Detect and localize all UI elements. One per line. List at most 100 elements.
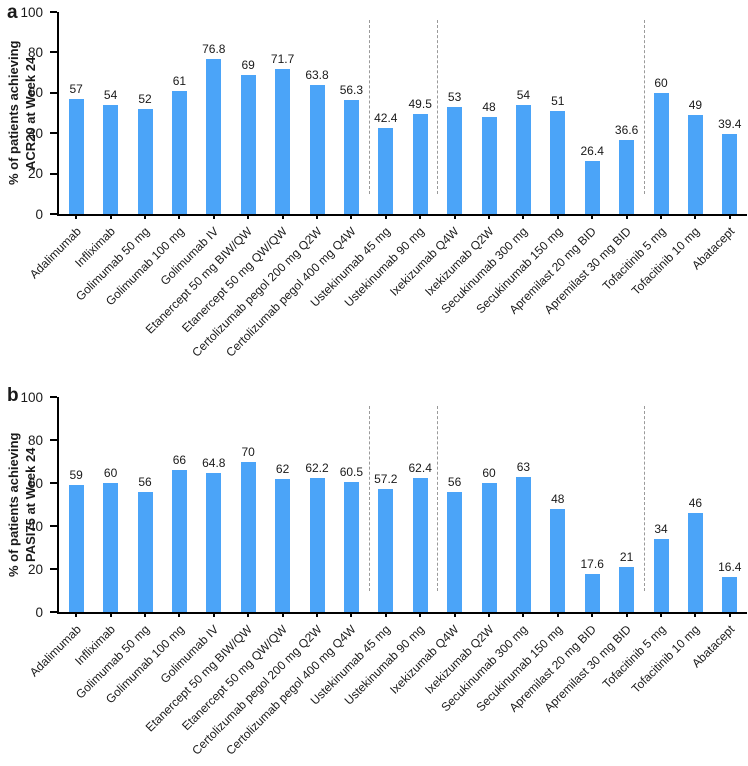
bar-value-label: 51	[551, 93, 565, 108]
bar-value-label: 54	[103, 87, 118, 102]
y-tick-label: 0	[35, 604, 43, 620]
x-tick	[556, 612, 559, 617]
x-tick	[384, 612, 387, 617]
x-tick	[384, 214, 387, 219]
bar-value-label: 17.6	[580, 557, 604, 572]
bar	[206, 472, 222, 612]
x-tick	[144, 214, 146, 219]
bar-value-label: 62.4	[408, 460, 432, 475]
bar	[722, 134, 738, 214]
y-axis-b: 0 20 40 60 80 100	[0, 390, 57, 618]
x-tick	[522, 214, 525, 219]
bar	[240, 461, 256, 612]
y-tick	[50, 51, 57, 54]
bar	[653, 538, 669, 612]
bar-value-label: 16.4	[718, 559, 742, 574]
bar	[412, 114, 428, 214]
y-tick	[50, 396, 57, 398]
y-tick-label: 20	[27, 561, 43, 577]
panel-a: a % of patients achieving ACR20 at Week …	[0, 2, 747, 376]
bar	[275, 69, 291, 214]
x-axis-label: Adalimumab	[26, 224, 84, 282]
y-tick	[50, 482, 57, 484]
x-axis-labels-a: Adalimumab Infliximab Golimumab 50 mg Golim…	[26, 216, 745, 376]
bar	[584, 160, 600, 214]
bar-value-label: 61	[172, 73, 187, 88]
bar-value-label: 56	[447, 474, 462, 489]
y-tick-label: 80	[27, 44, 43, 60]
plot-area-a: 57 54 52 61 76.8 69 71.7 63.8 56.3 42.4 49.5 53 48 54…	[57, 12, 747, 219]
bar-value-label: 56.3	[339, 83, 364, 98]
x-tick	[75, 612, 78, 617]
bar	[412, 477, 428, 612]
y-tick-label: 100	[20, 4, 43, 20]
x-tick	[660, 214, 662, 219]
bar-value-label: 62.2	[305, 461, 329, 476]
bar	[137, 108, 153, 214]
x-tick	[625, 214, 628, 219]
x-tick	[453, 214, 456, 219]
x-tick	[281, 612, 284, 617]
x-tick	[178, 612, 181, 617]
x-tick	[694, 612, 697, 617]
x-tick	[488, 612, 490, 617]
y-tick-label: 60	[27, 475, 43, 491]
bar-value-label: 52	[138, 91, 152, 106]
x-tick	[247, 612, 250, 617]
y-axis-a: 0 20 40 60 80 100	[0, 5, 57, 220]
bar-value-label: 63.8	[305, 68, 329, 83]
x-tick	[350, 612, 353, 617]
x-tick	[419, 612, 422, 617]
bar	[481, 117, 497, 214]
y-tick	[50, 568, 57, 570]
x-axis-label: Certolizumab pegol 400 mg Q4W	[223, 622, 359, 758]
x-tick	[109, 612, 112, 617]
bar-value-label: 66	[172, 453, 187, 468]
y-tick	[50, 611, 57, 613]
bar-value-label: 21	[619, 549, 634, 564]
bar	[68, 98, 84, 214]
bar	[584, 574, 600, 612]
x-tick	[350, 214, 353, 219]
bar	[447, 106, 463, 214]
x-tick	[247, 214, 250, 219]
bar-value-label: 48	[482, 100, 496, 115]
y-tick-label: 80	[27, 432, 43, 448]
bar	[687, 115, 703, 214]
bar	[137, 491, 153, 612]
bar	[515, 104, 531, 214]
x-tick	[591, 214, 594, 219]
bar	[68, 485, 84, 612]
bar	[206, 58, 222, 214]
bar-value-label: 56	[138, 474, 152, 489]
bar-value-label: 64.8	[202, 455, 226, 470]
drug-class-separator-line	[643, 405, 645, 591]
bar-value-label: 59	[69, 468, 83, 483]
bar	[687, 513, 703, 612]
bar-value-label: 34	[654, 521, 668, 536]
x-tick	[178, 214, 181, 219]
drug-class-separator-line	[368, 405, 370, 591]
bar-value-label: 49	[688, 98, 703, 113]
y-tick	[50, 525, 57, 527]
y-tick-label: 100	[20, 389, 43, 405]
y-tick	[50, 213, 57, 215]
panel-letter-b: b	[7, 385, 19, 406]
bar	[275, 478, 291, 612]
drug-class-separator-line	[643, 20, 645, 194]
bar	[343, 481, 359, 612]
x-tick	[694, 214, 697, 219]
bar-value-label: 54	[516, 87, 531, 102]
bar	[343, 100, 359, 214]
bar-value-label: 60	[482, 466, 496, 480]
bar	[240, 74, 256, 214]
bar	[447, 491, 463, 612]
y-tick	[50, 132, 57, 135]
y-tick-label: 40	[27, 518, 43, 534]
x-tick	[212, 612, 215, 617]
bar-value-label: 53	[447, 89, 462, 104]
x-tick	[109, 214, 112, 219]
x-tick	[144, 612, 146, 617]
bar-value-label: 71.7	[270, 52, 295, 67]
